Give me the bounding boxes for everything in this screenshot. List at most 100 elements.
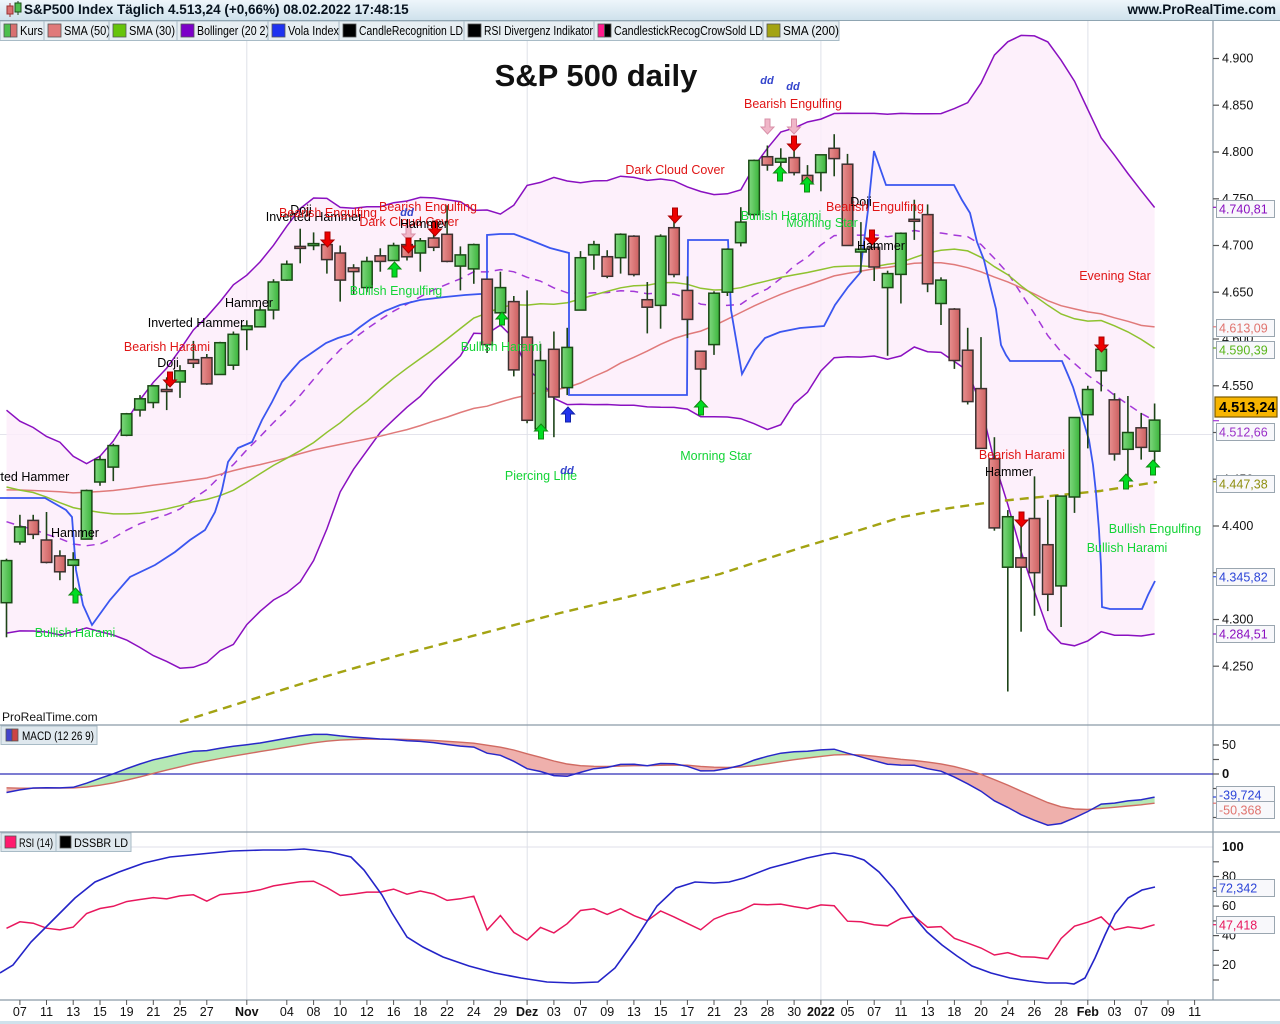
svg-text:dd: dd xyxy=(760,75,774,87)
svg-text:Doji: Doji xyxy=(850,195,872,209)
svg-text:11: 11 xyxy=(894,1005,907,1019)
svg-text:17: 17 xyxy=(680,1005,694,1019)
svg-text:4.700: 4.700 xyxy=(1222,239,1253,253)
svg-text:4.740,81: 4.740,81 xyxy=(1219,203,1268,217)
svg-text:4.900: 4.900 xyxy=(1222,52,1253,66)
svg-text:Bullish Engulfing: Bullish Engulfing xyxy=(350,284,442,298)
svg-text:18: 18 xyxy=(413,1005,427,1019)
svg-text:15: 15 xyxy=(654,1005,668,1019)
svg-text:Inverted Hammer: Inverted Hammer xyxy=(148,316,245,330)
svg-text:Evening Star: Evening Star xyxy=(1079,269,1151,283)
svg-text:4.345,82: 4.345,82 xyxy=(1219,571,1268,585)
svg-text:28: 28 xyxy=(1054,1005,1068,1019)
svg-text:26: 26 xyxy=(1027,1005,1041,1019)
svg-text:30: 30 xyxy=(787,1005,801,1019)
svg-text:CandleRecognition LD: CandleRecognition LD xyxy=(359,24,463,38)
svg-text:Nov: Nov xyxy=(235,1005,259,1019)
svg-text:RSI (14): RSI (14) xyxy=(19,836,53,850)
svg-text:Inverted Hammer: Inverted Hammer xyxy=(0,470,69,484)
svg-text:Bearish Engulfing: Bearish Engulfing xyxy=(279,206,377,220)
svg-text:100: 100 xyxy=(1222,839,1244,854)
svg-text:4.447,38: 4.447,38 xyxy=(1219,478,1268,492)
svg-text:MACD (12 26 9): MACD (12 26 9) xyxy=(22,729,94,743)
svg-text:Morning Star: Morning Star xyxy=(680,449,752,463)
svg-text:11: 11 xyxy=(40,1005,53,1019)
svg-text:Kurs: Kurs xyxy=(20,24,43,38)
svg-text:Dez: Dez xyxy=(516,1005,538,1019)
svg-text:4.613,09: 4.613,09 xyxy=(1219,322,1268,336)
svg-text:4.512,66: 4.512,66 xyxy=(1219,426,1268,440)
svg-text:Piercing Line: Piercing Line xyxy=(505,469,577,483)
svg-text:Bullish Harami: Bullish Harami xyxy=(741,209,822,223)
svg-text:24: 24 xyxy=(1001,1005,1015,1019)
svg-text:Hammer: Hammer xyxy=(400,217,448,231)
svg-text:SMA (200): SMA (200) xyxy=(783,24,839,38)
svg-text:07: 07 xyxy=(13,1005,27,1019)
svg-text:Bearish Harami: Bearish Harami xyxy=(124,340,210,354)
svg-text:Doji: Doji xyxy=(290,203,312,217)
svg-text:07: 07 xyxy=(574,1005,588,1019)
svg-text:Hammer: Hammer xyxy=(985,465,1033,479)
svg-text:60: 60 xyxy=(1222,899,1236,913)
svg-text:72,342: 72,342 xyxy=(1219,882,1257,896)
svg-text:Hammer: Hammer xyxy=(51,526,99,540)
svg-text:07: 07 xyxy=(867,1005,881,1019)
svg-text:2022: 2022 xyxy=(807,1005,835,1019)
svg-text:24: 24 xyxy=(467,1005,481,1019)
svg-text:21: 21 xyxy=(707,1005,721,1019)
svg-text:47,418: 47,418 xyxy=(1219,919,1257,933)
svg-text:-50,368: -50,368 xyxy=(1219,804,1261,818)
svg-text:S&P 500 daily: S&P 500 daily xyxy=(495,58,699,93)
svg-text:CandlestickRecogCrowSold LD: CandlestickRecogCrowSold LD xyxy=(614,24,763,38)
svg-text:28: 28 xyxy=(760,1005,774,1019)
svg-text:Doji: Doji xyxy=(157,356,179,370)
svg-text:04: 04 xyxy=(280,1005,294,1019)
svg-text:05: 05 xyxy=(841,1005,855,1019)
svg-text:4.513,24: 4.513,24 xyxy=(1219,400,1275,416)
svg-text:4.300: 4.300 xyxy=(1222,613,1253,627)
svg-text:4.550: 4.550 xyxy=(1222,379,1253,393)
svg-text:50: 50 xyxy=(1222,738,1236,752)
svg-text:4.800: 4.800 xyxy=(1222,145,1253,159)
svg-text:Bearish Harami: Bearish Harami xyxy=(979,448,1065,462)
svg-text:4.650: 4.650 xyxy=(1222,285,1253,299)
svg-text:19: 19 xyxy=(120,1005,134,1019)
svg-text:Vola Index: Vola Index xyxy=(288,24,340,38)
svg-text:Hammer: Hammer xyxy=(225,296,273,310)
svg-text:Feb: Feb xyxy=(1077,1005,1100,1019)
svg-text:Dark Cloud Cover: Dark Cloud Cover xyxy=(359,215,458,229)
svg-text:4.850: 4.850 xyxy=(1222,98,1253,112)
svg-text:ProRealTime.com: ProRealTime.com xyxy=(2,710,98,724)
svg-text:29: 29 xyxy=(493,1005,507,1019)
svg-text:03: 03 xyxy=(1108,1005,1122,1019)
svg-text:dd: dd xyxy=(786,81,800,93)
svg-text:SMA (50): SMA (50) xyxy=(64,24,110,38)
svg-text:Bullish Harami: Bullish Harami xyxy=(35,626,116,640)
svg-text:Bullish Harami: Bullish Harami xyxy=(461,340,542,354)
svg-text:Bollinger (20 2): Bollinger (20 2) xyxy=(197,24,269,38)
svg-text:20: 20 xyxy=(974,1005,988,1019)
svg-text:4.250: 4.250 xyxy=(1222,659,1253,673)
svg-text:07: 07 xyxy=(1134,1005,1148,1019)
svg-text:21: 21 xyxy=(146,1005,160,1019)
svg-text:25: 25 xyxy=(173,1005,187,1019)
svg-text:08: 08 xyxy=(307,1005,321,1019)
svg-text:27: 27 xyxy=(200,1005,214,1019)
svg-text:09: 09 xyxy=(1161,1005,1175,1019)
svg-text:22: 22 xyxy=(440,1005,454,1019)
svg-text:Dark Cloud Cover: Dark Cloud Cover xyxy=(625,163,724,177)
svg-text:dd: dd xyxy=(560,465,574,477)
svg-text:15: 15 xyxy=(93,1005,107,1019)
svg-text:Morning Star: Morning Star xyxy=(786,216,858,230)
svg-text:Bullish Harami: Bullish Harami xyxy=(1087,541,1168,555)
svg-text:Bearish Engulfing: Bearish Engulfing xyxy=(826,200,924,214)
svg-text:Inverted Hammer: Inverted Hammer xyxy=(266,210,363,224)
svg-text:13: 13 xyxy=(66,1005,80,1019)
svg-text:Bearish Engulfing: Bearish Engulfing xyxy=(379,200,477,214)
svg-text:09: 09 xyxy=(600,1005,614,1019)
svg-text:13: 13 xyxy=(921,1005,935,1019)
svg-text:4.590,39: 4.590,39 xyxy=(1219,344,1268,358)
svg-text:03: 03 xyxy=(547,1005,561,1019)
svg-text:4.284,51: 4.284,51 xyxy=(1219,628,1268,642)
svg-text:10: 10 xyxy=(333,1005,347,1019)
